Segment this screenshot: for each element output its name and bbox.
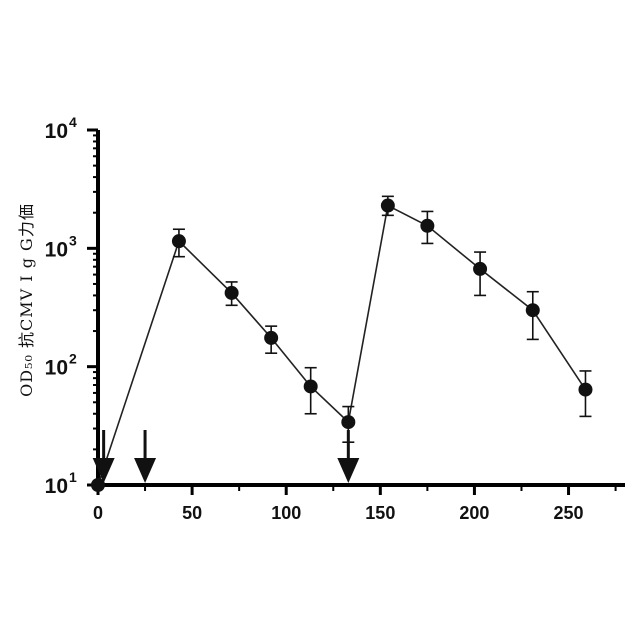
- y-tick-exponent: 2: [69, 351, 77, 367]
- data-series: [91, 196, 592, 492]
- y-tick-exponent: 1: [69, 469, 77, 485]
- y-tick-label: 10: [45, 357, 68, 380]
- y-tick-label: 10: [45, 120, 68, 143]
- y-tick-label: 10: [45, 238, 68, 261]
- x-tick-label: 200: [459, 503, 489, 523]
- series-line: [98, 206, 585, 485]
- data-point: [172, 234, 186, 248]
- data-point: [304, 379, 318, 393]
- arrow-head: [337, 458, 359, 483]
- axes: [93, 130, 625, 487]
- data-point: [341, 415, 355, 429]
- y-axis-ticks: 101102103104: [45, 114, 98, 498]
- x-tick-label: 100: [271, 503, 301, 523]
- arrow-head: [134, 458, 156, 483]
- x-tick-label: 150: [365, 503, 395, 523]
- y-tick-exponent: 4: [69, 114, 77, 130]
- x-tick-label: 50: [182, 503, 202, 523]
- y-axis-label: OD₅₀ 抗CMV I g G力価: [17, 203, 36, 397]
- y-tick-exponent: 3: [69, 232, 77, 248]
- data-point: [264, 331, 278, 345]
- x-tick-label: 0: [93, 503, 103, 523]
- x-tick-label: 250: [554, 503, 584, 523]
- data-point: [225, 286, 239, 300]
- y-tick-label: 10: [45, 475, 68, 498]
- data-point: [526, 303, 540, 317]
- data-point: [420, 219, 434, 233]
- x-axis-ticks: 0 50 100 150 200 250: [93, 485, 616, 523]
- data-point: [578, 383, 592, 397]
- injection-arrows: [93, 430, 360, 483]
- data-point: [473, 262, 487, 276]
- data-point: [381, 199, 395, 213]
